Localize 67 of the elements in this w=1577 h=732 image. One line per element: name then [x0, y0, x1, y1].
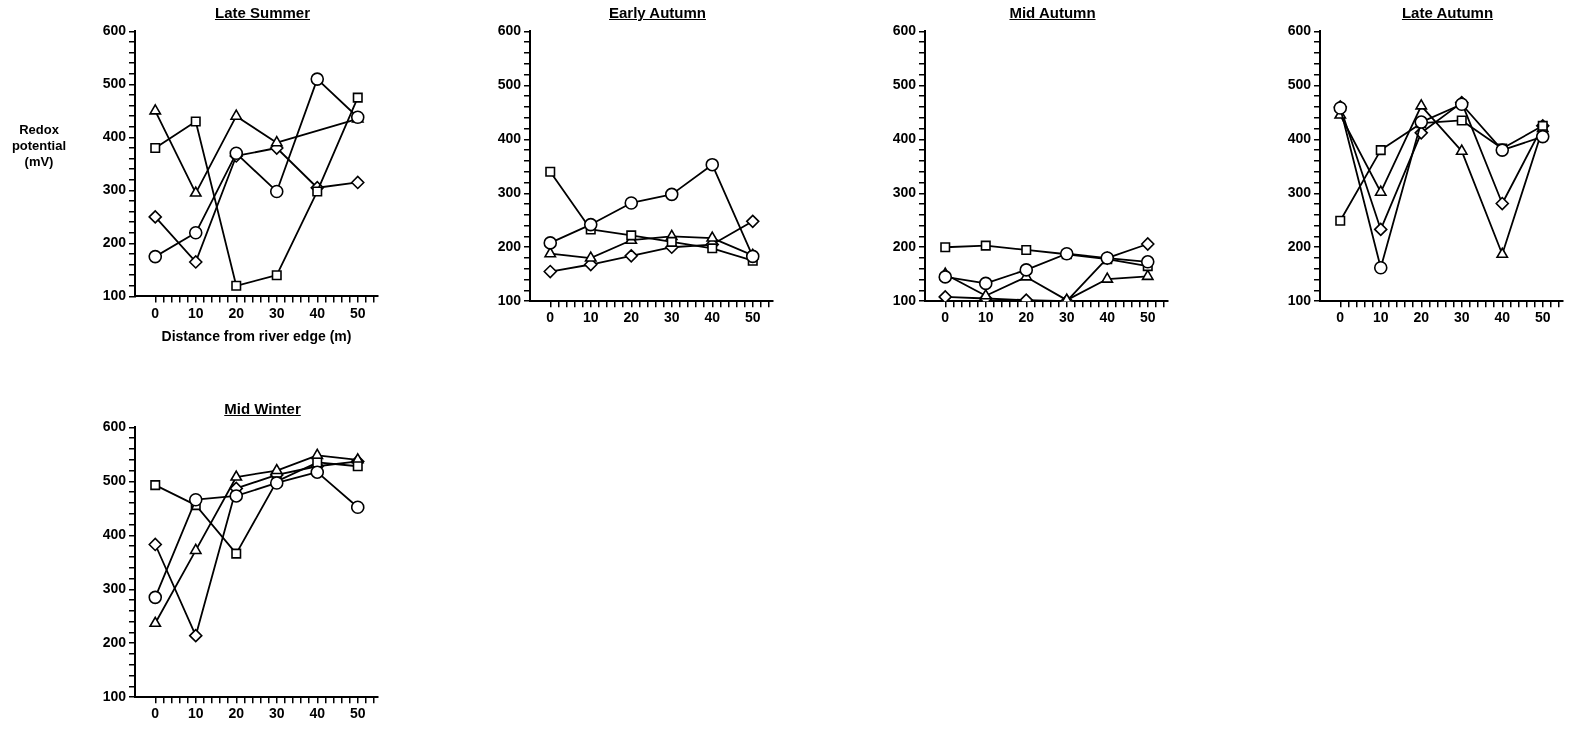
y-tick-label: 600	[892, 22, 917, 39]
x-tick-label: 40	[704, 309, 721, 326]
chart-title: Early Autumn	[608, 4, 707, 21]
y-tick-label: 300	[892, 184, 917, 201]
y-tick-label: 300	[1287, 184, 1312, 201]
x-tick-label: 30	[268, 304, 285, 321]
x-tick-label: 30	[1058, 309, 1075, 326]
y-tick-label: 600	[1287, 22, 1312, 39]
x-tick-label: 10	[187, 705, 204, 722]
chart-title: Late Summer	[213, 4, 311, 21]
y-tick-label: 500	[497, 76, 522, 93]
y-tick-label: 400	[1287, 130, 1312, 147]
y-tick-label: 200	[497, 238, 522, 255]
y-tick-label: 100	[892, 292, 917, 309]
x-tick-label: 20	[228, 705, 245, 722]
x-tick-label: 50	[1534, 309, 1551, 326]
x-tick-label: 0	[151, 304, 160, 321]
chart-title: Mid Autumn	[1008, 4, 1097, 21]
x-tick-label: 40	[309, 705, 326, 722]
y-tick-label: 200	[1287, 238, 1312, 255]
x-tick-label: 10	[187, 304, 204, 321]
x-tick-label: 0	[1336, 309, 1345, 326]
x-tick-label: 30	[663, 309, 680, 326]
x-tick-label: 40	[309, 304, 326, 321]
y-axis-title: Redox potential (mV)	[10, 122, 68, 170]
y-tick-label: 300	[102, 580, 127, 597]
x-tick-label: 50	[349, 304, 366, 321]
x-tick-label: 50	[1139, 309, 1156, 326]
x-tick-label: 20	[1413, 309, 1430, 326]
x-tick-label: 0	[941, 309, 950, 326]
y-tick-label: 100	[102, 287, 127, 304]
x-tick-label: 30	[1453, 309, 1470, 326]
y-tick-label: 100	[497, 292, 522, 309]
y-tick-label: 400	[892, 130, 917, 147]
x-tick-label: 10	[582, 309, 599, 326]
y-tick-label: 200	[892, 238, 917, 255]
chart-title: Late Autumn	[1400, 4, 1495, 21]
x-tick-label: 50	[744, 309, 761, 326]
x-tick-label: 10	[977, 309, 994, 326]
y-tick-label: 600	[497, 22, 522, 39]
y-tick-label: 500	[102, 75, 127, 92]
y-tick-label: 300	[497, 184, 522, 201]
x-tick-label: 0	[151, 705, 160, 722]
y-tick-label: 200	[102, 634, 127, 651]
x-tick-label: 20	[623, 309, 640, 326]
y-tick-label: 500	[102, 472, 127, 489]
x-tick-label: 10	[1372, 309, 1389, 326]
y-tick-label: 600	[102, 418, 127, 435]
x-tick-label: 20	[228, 304, 245, 321]
y-tick-label: 100	[102, 688, 127, 705]
y-tick-label: 400	[102, 526, 127, 543]
y-tick-label: 400	[102, 128, 127, 145]
x-tick-label: 20	[1018, 309, 1035, 326]
x-tick-label: 30	[268, 705, 285, 722]
y-tick-label: 500	[1287, 76, 1312, 93]
y-tick-label: 400	[497, 130, 522, 147]
y-tick-label: 200	[102, 234, 127, 251]
x-axis-title: Distance from river edge (m)	[161, 328, 352, 345]
y-tick-label: 600	[102, 22, 127, 39]
y-tick-label: 100	[1287, 292, 1312, 309]
x-tick-label: 40	[1494, 309, 1511, 326]
x-tick-label: 50	[349, 705, 366, 722]
y-tick-label: 300	[102, 181, 127, 198]
y-tick-label: 500	[892, 76, 917, 93]
chart-title: Mid Winter	[223, 400, 302, 417]
x-tick-label: 40	[1099, 309, 1116, 326]
x-tick-label: 0	[546, 309, 555, 326]
